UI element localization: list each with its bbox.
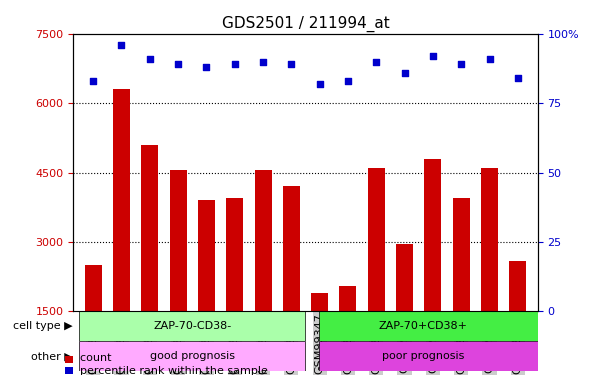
Bar (510, 261, 526, 312)
Point (456, 61, 466, 67)
Bar (319, 312, 552, 341)
Point (117, 42, 126, 48)
Bar (319, 341, 552, 371)
Point (513, 75, 523, 81)
Bar (368, 168, 385, 312)
Bar (79, 312, 305, 341)
Bar (79, 341, 305, 371)
Bar (283, 186, 300, 312)
Point (428, 53, 438, 59)
Point (287, 61, 296, 67)
Point (343, 78, 353, 84)
Text: cell type ▶: cell type ▶ (13, 321, 73, 332)
Point (485, 56, 494, 62)
Point (230, 61, 240, 67)
Bar (226, 198, 243, 312)
Point (315, 81, 324, 87)
Bar (481, 168, 498, 312)
Text: good prognosis: good prognosis (150, 351, 235, 361)
Bar (255, 170, 271, 312)
Bar (170, 170, 186, 312)
Text: ZAP-70-CD38-: ZAP-70-CD38- (153, 321, 232, 332)
Point (173, 61, 183, 67)
Text: count: count (73, 353, 112, 363)
Title: GDS2501 / 211994_at: GDS2501 / 211994_at (222, 16, 389, 32)
Point (88, 78, 98, 84)
Point (202, 64, 211, 70)
Bar (85, 265, 101, 312)
Bar (453, 198, 470, 312)
Point (258, 58, 268, 64)
Bar (425, 159, 441, 312)
Bar (113, 89, 130, 312)
Text: percentile rank within the sample: percentile rank within the sample (73, 366, 268, 375)
Point (371, 58, 381, 64)
Point (400, 70, 409, 76)
Bar (198, 200, 215, 312)
Point (145, 56, 155, 62)
Bar (340, 286, 356, 312)
Bar (141, 145, 158, 312)
Text: poor prognosis: poor prognosis (382, 351, 464, 361)
Text: other ▶: other ▶ (31, 351, 73, 361)
Text: ZAP-70+CD38+: ZAP-70+CD38+ (378, 321, 467, 332)
Bar (311, 293, 328, 312)
Bar (396, 244, 413, 312)
